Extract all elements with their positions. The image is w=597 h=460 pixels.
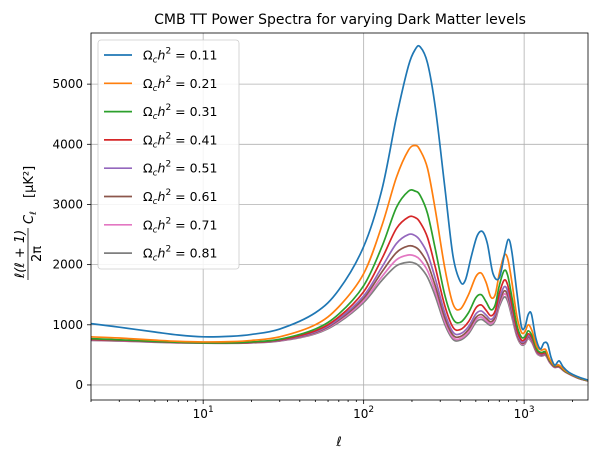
y-tick-label: 4000 bbox=[52, 137, 83, 151]
y-tick-label: 3000 bbox=[52, 197, 83, 211]
legend-frame bbox=[97, 39, 240, 270]
x-axis-label: ℓ bbox=[335, 435, 341, 450]
legend-item: Ωch2 = 0.61 bbox=[104, 188, 217, 207]
legend-item: Ωch2 = 0.71 bbox=[104, 216, 217, 235]
legend-label: Ωch2 = 0.11 bbox=[143, 47, 217, 66]
y-label-denominator: 2π bbox=[30, 246, 45, 262]
y-axis-label: ℓ(ℓ + 1) 2π Cℓ [μK²] bbox=[13, 166, 45, 280]
x-tick-label: 102 bbox=[353, 405, 374, 421]
plot-area bbox=[91, 44, 588, 382]
y-tick-label: 0 bbox=[75, 378, 83, 392]
x-tick-label: 103 bbox=[514, 405, 535, 421]
legend-item: Ωch2 = 0.31 bbox=[104, 103, 217, 122]
legend-item: Ωch2 = 0.41 bbox=[104, 131, 217, 150]
legend-item: Ωch2 = 0.11 bbox=[104, 47, 217, 66]
legend-label: Ωch2 = 0.61 bbox=[143, 188, 217, 207]
x-tick-label: 101 bbox=[193, 405, 214, 421]
axes: 101 102 103 0 1000 2000 3000 4000 5000 bbox=[52, 77, 573, 421]
y-tick-label: 5000 bbox=[52, 77, 83, 91]
chart-title: CMB TT Power Spectra for varying Dark Ma… bbox=[154, 12, 526, 28]
series-line bbox=[91, 144, 588, 382]
y-tick-label: 2000 bbox=[52, 258, 83, 272]
series-line bbox=[91, 215, 588, 382]
series-line bbox=[91, 44, 588, 381]
legend: Ωch2 = 0.11 Ωch2 = 0.21 Ωch2 = 0.31 Ωch2 = … bbox=[97, 39, 240, 270]
legend-item: Ωch2 = 0.81 bbox=[104, 245, 217, 264]
legend-label: Ωch2 = 0.51 bbox=[143, 160, 217, 179]
legend-label: Ωch2 = 0.21 bbox=[143, 75, 217, 94]
plot-frame bbox=[90, 32, 589, 401]
legend-label: Ωch2 = 0.41 bbox=[143, 131, 217, 150]
y-label-sub: ℓ bbox=[29, 211, 39, 216]
legend-label: Ωch2 = 0.31 bbox=[143, 103, 217, 122]
legend-item: Ωch2 = 0.51 bbox=[104, 160, 217, 179]
y-label-symbol: Cℓ bbox=[22, 211, 39, 224]
y-label-unit: [μK²] bbox=[22, 166, 37, 198]
y-label-c: C bbox=[22, 214, 37, 224]
legend-label: Ωch2 = 0.81 bbox=[143, 245, 217, 264]
series-line bbox=[91, 189, 588, 382]
legend-label: Ωch2 = 0.71 bbox=[143, 216, 217, 235]
y-label-numerator: ℓ(ℓ + 1) bbox=[13, 230, 28, 279]
legend-item: Ωch2 = 0.21 bbox=[104, 75, 217, 94]
y-tick-label: 1000 bbox=[52, 318, 83, 332]
